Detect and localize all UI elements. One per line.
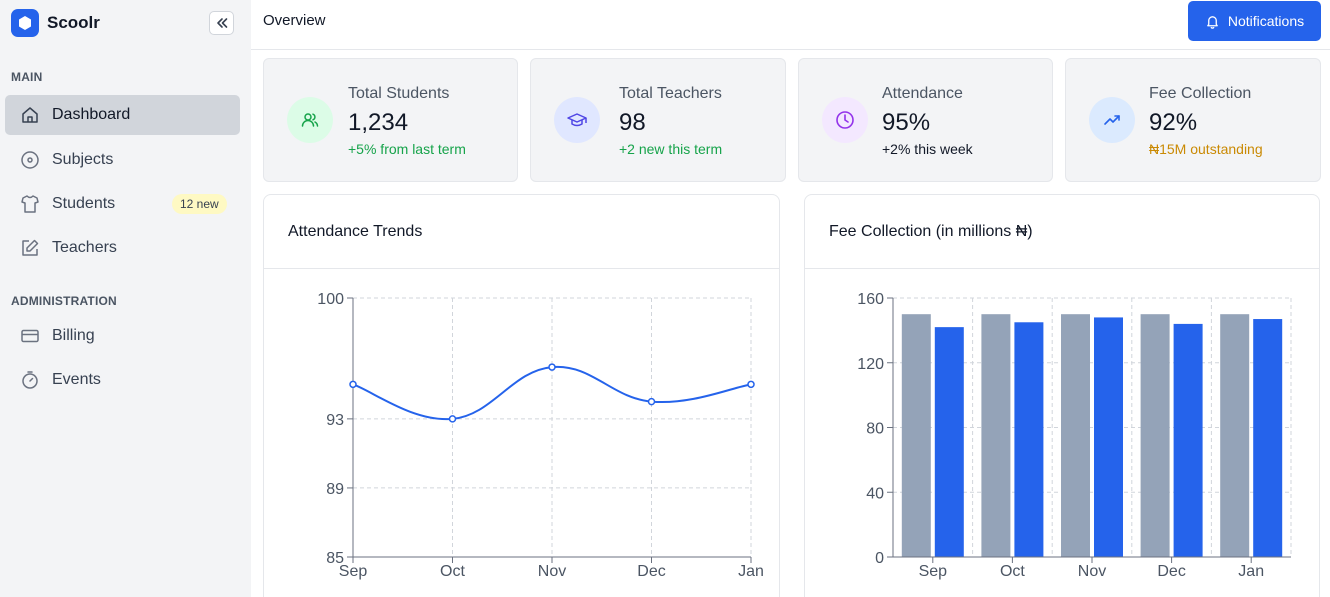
x-tick-label: Jan <box>738 563 764 580</box>
notifications-button-label: Notifications <box>1227 13 1305 29</box>
bar-series-1 <box>1220 314 1250 557</box>
brand[interactable]: Scoolr <box>11 9 100 37</box>
credit-card-icon <box>20 326 40 346</box>
sidebar-item-label: Teachers <box>52 239 117 256</box>
y-tick-label: 85 <box>326 550 344 567</box>
stat-card-total-students: Total Students 1,234 +5% from last term <box>263 58 518 182</box>
stat-label: Total Teachers <box>619 85 722 102</box>
x-tick-label: Oct <box>1000 563 1025 580</box>
hexagon-logo-icon <box>11 9 39 37</box>
y-tick-label: 93 <box>326 412 344 429</box>
sidebar-item-label: Subjects <box>52 151 114 168</box>
stat-change: ₦15M outstanding <box>1149 141 1263 157</box>
sidebar-item-label: Events <box>52 371 101 388</box>
stat-change: +5% from last term <box>348 141 466 157</box>
section-label-administration: ADMINISTRATION <box>11 294 117 308</box>
attendance-line-chart: 85 89 93 100 Sep Oct Nov Dec Jan <box>317 291 764 580</box>
sidebar-item-label: Billing <box>52 327 95 344</box>
stat-card-fee-collection: Fee Collection 92% ₦15M outstanding <box>1065 58 1321 182</box>
sidebar: Scoolr MAIN Dashboard Subjects Students … <box>0 0 251 597</box>
panel-title: Fee Collection (in millions ₦) <box>829 222 1033 240</box>
data-point <box>647 397 656 406</box>
y-tick-label: 120 <box>857 356 884 373</box>
graduation-cap-icon <box>554 97 600 143</box>
bar-series-2 <box>1014 322 1044 557</box>
shirt-icon <box>20 194 40 214</box>
bar-series-2 <box>1253 319 1283 557</box>
sidebar-item-teachers[interactable]: Teachers <box>5 228 240 268</box>
y-tick-label: 0 <box>875 550 884 567</box>
y-tick-label: 100 <box>317 291 344 308</box>
stat-label: Fee Collection <box>1149 85 1252 102</box>
bar-series-1 <box>1061 314 1090 557</box>
bar-series-2 <box>1173 323 1203 557</box>
stat-value: 95% <box>882 109 931 136</box>
bell-icon <box>1207 15 1218 29</box>
data-point <box>747 380 755 389</box>
users-icon <box>287 97 333 143</box>
stat-value: 98 <box>619 109 646 136</box>
x-tick-label: Dec <box>637 563 665 580</box>
attendance-trends-panel: Attendance Trends 85 89 93 100 Sep Oct Nov Dec J… <box>263 194 780 597</box>
x-tick-label: Oct <box>440 563 465 580</box>
y-tick-label: 89 <box>326 481 344 498</box>
bar-series-1 <box>901 314 931 557</box>
section-label-main: MAIN <box>11 70 43 84</box>
bar-series-2 <box>934 327 964 557</box>
sidebar-item-events[interactable]: Events <box>5 360 240 400</box>
bar-series-1 <box>981 314 1011 557</box>
panel-title: Attendance Trends <box>288 222 423 240</box>
stat-value: 92% <box>1149 109 1198 136</box>
panel-header: Attendance Trends <box>264 195 779 269</box>
y-tick-label: 40 <box>866 485 884 502</box>
panel-header: Fee Collection (in millions ₦) <box>805 195 1319 269</box>
edit-icon <box>20 238 40 258</box>
sidebar-item-subjects[interactable]: Subjects <box>5 140 240 180</box>
timer-icon <box>20 370 40 390</box>
x-tick-label: Dec <box>1157 563 1185 580</box>
trending-up-icon <box>1089 97 1135 143</box>
new-students-badge: 12 new <box>172 194 227 214</box>
stat-card-total-teachers: Total Teachers 98 +2 new this term <box>530 58 786 182</box>
data-point <box>448 415 457 423</box>
clock-icon <box>822 97 868 143</box>
stat-change: +2 new this term <box>619 141 723 157</box>
stat-value: 1,234 <box>348 109 409 136</box>
data-point <box>349 380 357 389</box>
brand-name: Scoolr <box>47 13 100 32</box>
x-tick-label: Jan <box>1238 563 1264 580</box>
bar-series-1 <box>1140 314 1170 557</box>
data-point <box>548 363 556 371</box>
x-tick-label: Sep <box>919 563 948 580</box>
bar-series-2 <box>1094 317 1123 557</box>
disc-icon <box>20 150 40 170</box>
sidebar-item-dashboard[interactable]: Dashboard <box>5 95 240 135</box>
sidebar-item-label: Dashboard <box>52 106 131 123</box>
sidebar-item-billing[interactable]: Billing <box>5 316 240 356</box>
top-bar: Overview Notifications <box>251 0 1330 50</box>
sidebar-item-label: Students <box>52 195 116 212</box>
collapse-sidebar-button[interactable] <box>209 11 234 35</box>
y-tick-label: 160 <box>857 291 884 308</box>
sidebar-item-students[interactable]: Students 12 new <box>5 184 240 224</box>
home-icon <box>20 105 40 125</box>
chevrons-left-icon <box>216 18 227 28</box>
x-tick-label: Nov <box>538 563 566 580</box>
notifications-button[interactable]: Notifications <box>1188 1 1321 41</box>
stat-label: Total Students <box>348 85 450 102</box>
fee-collection-panel: Fee Collection (in millions ₦) 0 40 80 120 1… <box>804 194 1320 597</box>
stat-change: +2% this week <box>882 141 973 157</box>
stat-card-attendance: Attendance 95% +2% this week <box>798 58 1053 182</box>
y-tick-label: 80 <box>866 421 884 438</box>
fee-collection-bar-chart: 0 40 80 120 160 Sep Oct Nov Dec Jan <box>857 291 1292 580</box>
x-tick-label: Nov <box>1078 563 1106 580</box>
x-tick-label: Sep <box>339 563 368 580</box>
stat-label: Attendance <box>882 85 963 102</box>
page-title: Overview <box>263 12 326 29</box>
